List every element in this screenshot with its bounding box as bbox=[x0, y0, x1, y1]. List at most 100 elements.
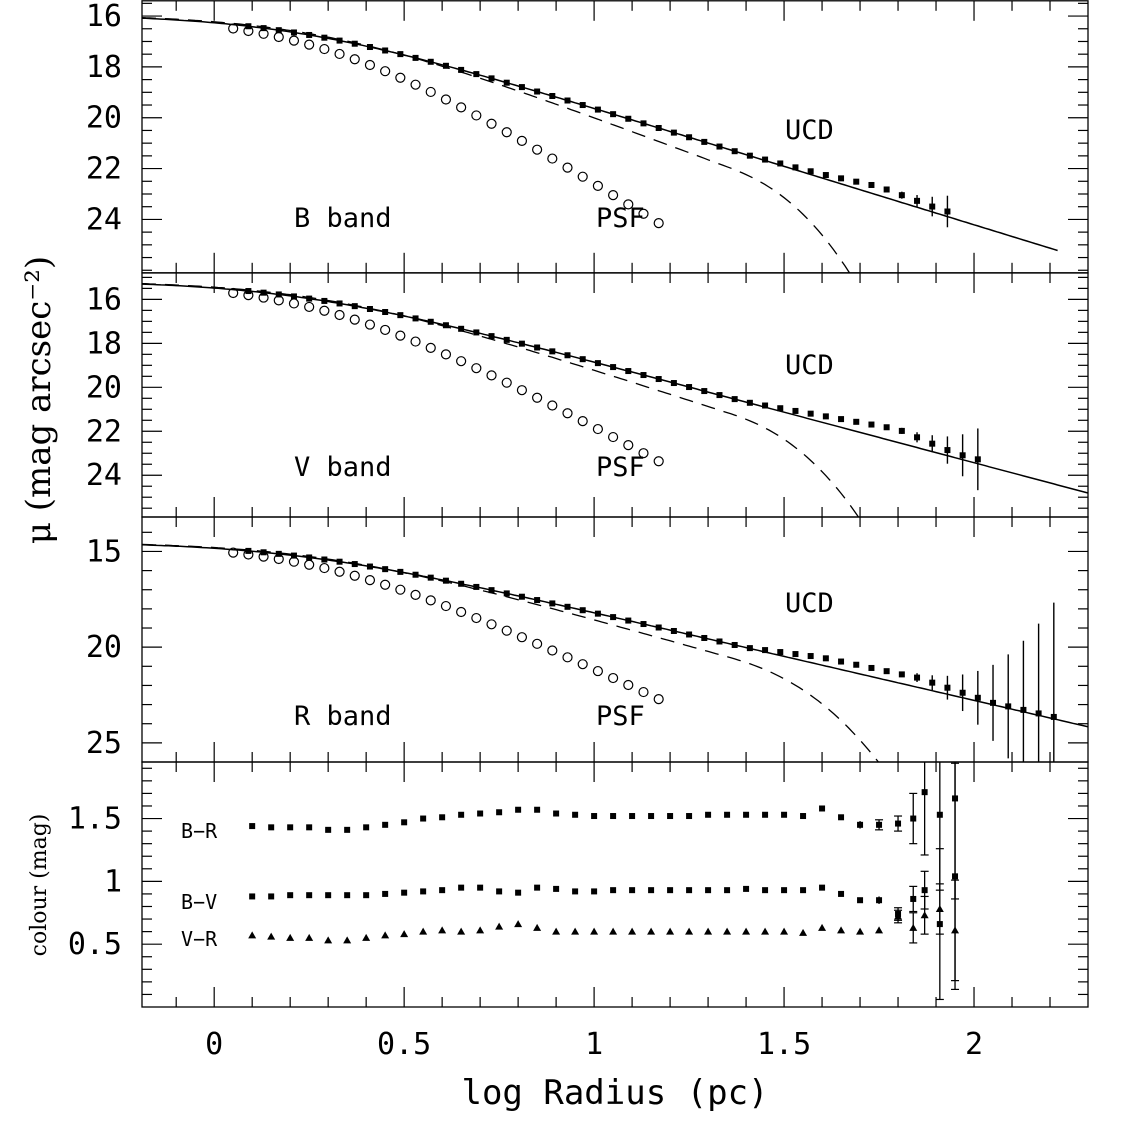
ucd-data-point bbox=[792, 407, 799, 414]
ucd-data-point bbox=[807, 168, 814, 175]
ucd-data-point bbox=[777, 160, 784, 167]
truncated-model-curve bbox=[142, 543, 880, 762]
colour-data-point bbox=[268, 893, 275, 900]
colour-data-point bbox=[590, 927, 599, 935]
ucd-data-point bbox=[488, 75, 495, 82]
panel-r-band-label: R band bbox=[294, 701, 392, 732]
ucd-data-point bbox=[306, 31, 313, 38]
psf-data-point bbox=[288, 298, 300, 309]
ucd-data-point bbox=[929, 679, 936, 686]
ucd-data-point bbox=[807, 410, 814, 417]
colour-data-point bbox=[819, 884, 826, 891]
ucd-data-point bbox=[397, 51, 404, 58]
psf-data-point bbox=[456, 356, 467, 367]
ucd-model-curve bbox=[142, 544, 1088, 728]
colour-data-point bbox=[420, 815, 427, 822]
psf-data-point bbox=[425, 595, 436, 606]
colour-data-point bbox=[477, 810, 484, 817]
psf-data-point bbox=[258, 28, 269, 39]
y-tick-label: 24 bbox=[86, 202, 122, 237]
colour-data-point bbox=[534, 806, 541, 813]
psf-data-point bbox=[258, 292, 269, 303]
ucd-data-point bbox=[838, 416, 845, 423]
y-tick-label: 1.5 bbox=[68, 802, 122, 837]
colour-data-point bbox=[344, 892, 351, 899]
psf-data-point bbox=[471, 612, 482, 624]
ucd-data-point bbox=[807, 653, 814, 660]
ucd-data-point bbox=[549, 92, 556, 99]
panel-v-ucd-label: UCD bbox=[785, 350, 834, 381]
ucd-data-point bbox=[397, 312, 404, 319]
colour-data-point bbox=[306, 824, 313, 831]
colour-data-point bbox=[724, 811, 731, 818]
colour-data-point bbox=[920, 911, 929, 919]
colour-data-point bbox=[420, 888, 427, 895]
colour-data-point bbox=[362, 933, 371, 941]
ucd-data-point bbox=[746, 399, 753, 406]
ucd-data-point bbox=[655, 124, 662, 131]
ucd-data-point bbox=[442, 577, 449, 584]
ucd-data-point bbox=[488, 587, 495, 594]
psf-data-point bbox=[547, 153, 558, 164]
psf-data-point bbox=[608, 190, 619, 201]
ucd-data-point bbox=[351, 40, 358, 47]
ucd-data-point bbox=[458, 325, 465, 332]
psf-data-point bbox=[471, 363, 482, 374]
psf-data-point bbox=[288, 556, 300, 567]
colour-data-point bbox=[910, 815, 917, 822]
ucd-data-point bbox=[351, 303, 358, 310]
colour-data-point bbox=[400, 930, 409, 938]
ucd-data-point bbox=[366, 306, 373, 313]
colour-data-point bbox=[572, 888, 579, 895]
psf-data-point bbox=[592, 665, 604, 677]
ucd-data-point bbox=[792, 164, 799, 171]
colour-data-point bbox=[800, 813, 807, 820]
y-axis-label-mu: μ (mag arcsec⁻²) bbox=[19, 256, 59, 544]
psf-data-point bbox=[532, 638, 543, 649]
ucd-data-point bbox=[868, 421, 875, 428]
y-tick-label: 24 bbox=[86, 458, 122, 493]
y-tick-label: 15 bbox=[86, 534, 122, 569]
colour-data-point bbox=[704, 927, 713, 935]
psf-data-point bbox=[623, 679, 634, 691]
ucd-data-point bbox=[883, 424, 890, 431]
psf-data-point bbox=[273, 553, 284, 565]
colour-data-point bbox=[515, 889, 522, 896]
ucd-data-point bbox=[701, 138, 708, 145]
psf-data-point bbox=[228, 23, 239, 34]
series-label-b-r: B−R bbox=[181, 819, 218, 843]
colour-data-point bbox=[363, 824, 370, 831]
psf-data-point bbox=[395, 584, 406, 595]
colour-data-point bbox=[936, 811, 943, 818]
ucd-data-point bbox=[275, 27, 282, 34]
x-tick-label: 0 bbox=[205, 1027, 223, 1062]
colour-data-point bbox=[609, 927, 618, 935]
y-tick-label: 20 bbox=[86, 370, 122, 405]
ucd-data-point bbox=[594, 610, 601, 617]
psf-data-point bbox=[380, 66, 391, 77]
ucd-data-point bbox=[488, 333, 495, 340]
ucd-data-point bbox=[944, 684, 951, 691]
ucd-data-point bbox=[518, 593, 525, 600]
ucd-data-point bbox=[549, 600, 556, 607]
ucd-data-point bbox=[503, 336, 510, 343]
psf-data-point bbox=[653, 456, 664, 467]
colour-data-point bbox=[819, 805, 826, 812]
psf-data-point bbox=[273, 31, 284, 43]
colour-data-point bbox=[921, 789, 928, 796]
ucd-data-point bbox=[549, 348, 556, 355]
ucd-data-point bbox=[625, 115, 632, 122]
colour-data-point bbox=[438, 926, 447, 934]
colour-data-point bbox=[628, 927, 637, 935]
ucd-data-point bbox=[655, 624, 662, 631]
ucd-data-point bbox=[336, 37, 343, 44]
colour-data-point bbox=[572, 811, 579, 818]
psf-data-point bbox=[334, 309, 345, 321]
psf-data-point bbox=[501, 127, 512, 138]
x-axis-label: log Radius (pc) bbox=[461, 1073, 768, 1113]
colour-data-point bbox=[724, 887, 731, 894]
panel-v-psf-label: PSF bbox=[596, 452, 645, 483]
psf-data-point bbox=[410, 336, 421, 347]
psf-data-point bbox=[638, 208, 649, 219]
colour-data-point bbox=[363, 892, 370, 899]
